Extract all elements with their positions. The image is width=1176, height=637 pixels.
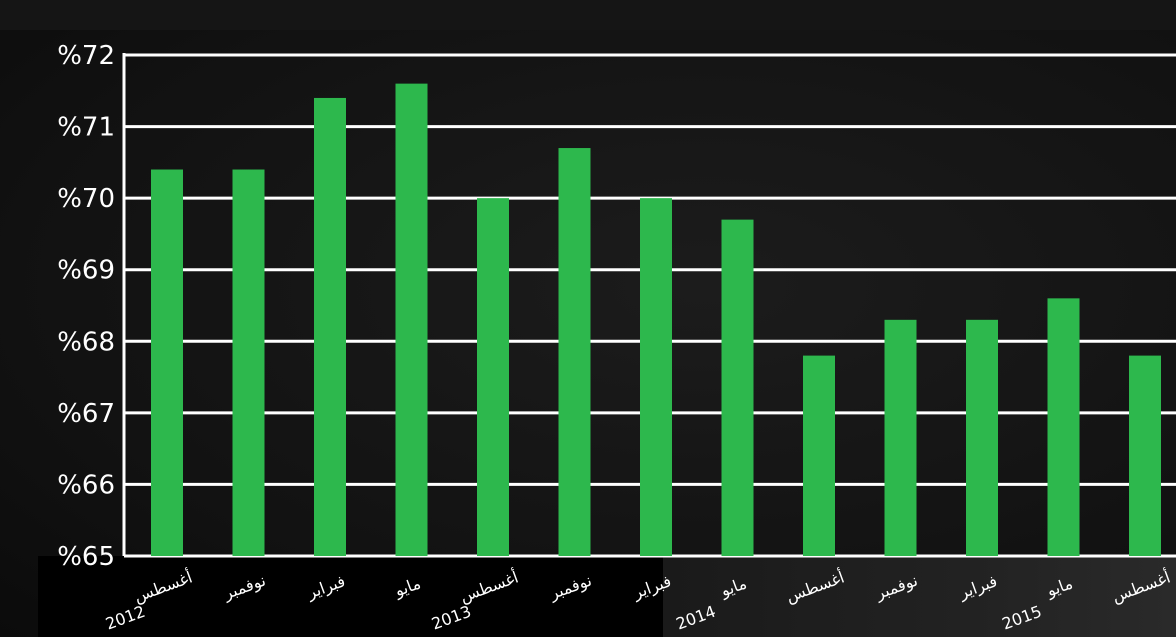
y-axis-ticks: %65 %66 %67 %68 %69 %70 %71 %72 bbox=[57, 41, 115, 572]
x-tick-month: نوفمبر bbox=[872, 571, 920, 605]
x-tick-year: 2012 bbox=[103, 602, 148, 634]
bar bbox=[232, 169, 265, 556]
x-axis-label-band-left bbox=[38, 556, 663, 637]
x-tick-month: مايو bbox=[391, 573, 423, 601]
y-tick-label: %70 bbox=[57, 184, 115, 214]
x-tick-label: نوفمبر bbox=[546, 571, 594, 605]
x-tick-month: أغسطس bbox=[783, 567, 847, 607]
bar bbox=[151, 169, 183, 556]
bar bbox=[803, 355, 835, 556]
y-tick-label: %69 bbox=[57, 256, 115, 286]
y-tick-label: %67 bbox=[57, 399, 115, 429]
x-tick-label: مايو bbox=[391, 573, 423, 601]
x-axis-label-band-right bbox=[663, 556, 1176, 637]
top-band bbox=[0, 0, 1176, 30]
y-tick-label: %68 bbox=[57, 327, 115, 357]
y-tick-label: %71 bbox=[57, 113, 115, 143]
x-tick-month: فبراير bbox=[630, 571, 674, 603]
x-tick-label: أغسطس bbox=[1109, 567, 1173, 607]
x-tick-month: أغسطس bbox=[1109, 567, 1173, 607]
x-tick-month: نوفمبر bbox=[546, 571, 594, 605]
x-tick-label: فبراير bbox=[630, 571, 674, 603]
x-tick-label: فبراير bbox=[956, 571, 1000, 603]
y-tick-label: %65 bbox=[57, 542, 115, 572]
x-tick-month: مايو bbox=[717, 573, 749, 601]
x-tick-label: فبراير bbox=[304, 571, 348, 603]
x-tick-year: 2014 bbox=[673, 602, 718, 634]
bar bbox=[640, 198, 672, 556]
y-tick-label: %72 bbox=[57, 41, 115, 71]
bar bbox=[1129, 355, 1161, 556]
bar bbox=[477, 198, 509, 556]
x-tick-label: نوفمبر bbox=[872, 571, 920, 605]
bar bbox=[966, 319, 998, 556]
bar bbox=[395, 83, 428, 556]
bar bbox=[721, 219, 754, 556]
x-tick-year: 2015 bbox=[999, 602, 1044, 634]
x-tick-label: نوفمبر bbox=[220, 571, 268, 605]
x-tick-month: مايو bbox=[1043, 573, 1075, 601]
bar bbox=[314, 97, 346, 556]
bars bbox=[151, 83, 1161, 557]
bar bbox=[558, 148, 591, 557]
bar bbox=[1047, 298, 1080, 556]
x-tick-month: فبراير bbox=[956, 571, 1000, 603]
x-tick-year: 2013 bbox=[429, 602, 474, 634]
y-tick-label: %66 bbox=[57, 470, 115, 500]
x-tick-label: أغسطس bbox=[783, 567, 847, 607]
x-tick-month: نوفمبر bbox=[220, 571, 268, 605]
bar bbox=[884, 319, 917, 556]
x-tick-month: فبراير bbox=[304, 571, 348, 603]
